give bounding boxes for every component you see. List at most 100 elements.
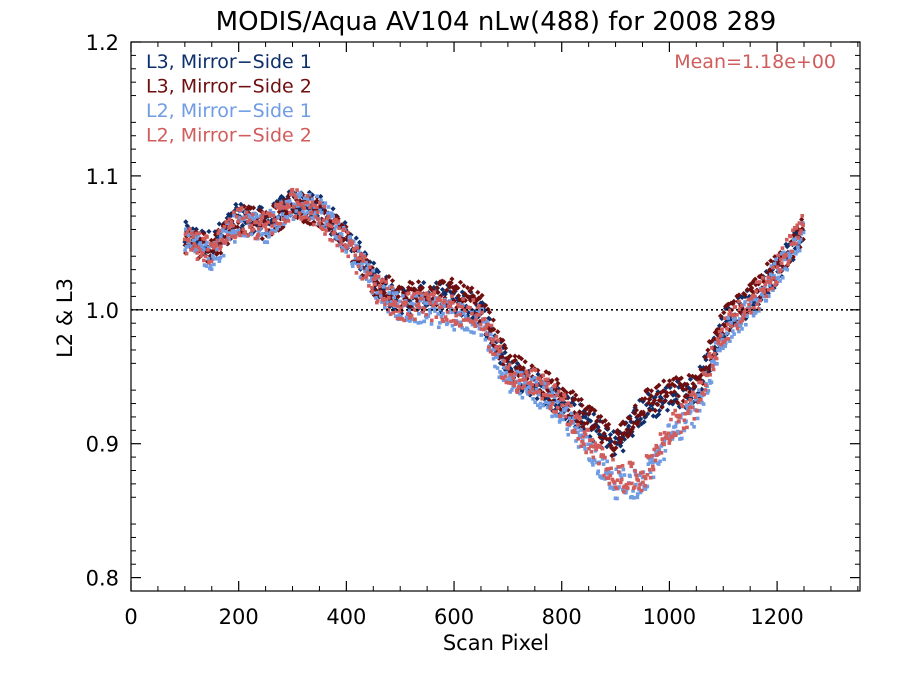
data-point bbox=[640, 470, 645, 475]
data-point bbox=[371, 260, 377, 266]
data-point bbox=[696, 394, 702, 400]
data-point bbox=[383, 297, 388, 302]
data-point bbox=[714, 356, 719, 361]
data-point bbox=[529, 377, 534, 382]
data-point bbox=[776, 267, 780, 272]
data-point bbox=[711, 336, 718, 343]
data-point bbox=[549, 404, 553, 409]
data-point bbox=[491, 326, 497, 333]
data-point bbox=[592, 407, 598, 414]
data-point bbox=[723, 318, 729, 325]
data-point bbox=[556, 386, 562, 392]
data-point bbox=[744, 287, 751, 293]
data-point bbox=[257, 229, 261, 233]
data-point bbox=[495, 366, 500, 370]
data-point bbox=[635, 492, 640, 496]
data-point bbox=[719, 314, 725, 321]
data-point bbox=[511, 358, 517, 365]
data-point bbox=[506, 366, 510, 371]
data-point bbox=[772, 261, 777, 266]
data-point bbox=[596, 469, 601, 474]
data-point bbox=[713, 340, 718, 345]
data-point bbox=[198, 248, 202, 253]
data-point bbox=[495, 355, 499, 359]
data-point bbox=[546, 370, 552, 376]
data-point bbox=[671, 389, 677, 395]
data-point bbox=[487, 316, 493, 322]
data-point bbox=[183, 219, 189, 225]
data-point bbox=[760, 288, 764, 293]
data-point bbox=[490, 317, 496, 323]
data-point bbox=[501, 342, 508, 348]
data-point bbox=[258, 205, 265, 211]
data-point bbox=[606, 469, 611, 474]
data-point bbox=[687, 376, 693, 382]
data-point bbox=[797, 248, 802, 253]
data-point bbox=[474, 297, 480, 304]
data-point bbox=[544, 385, 549, 389]
data-point bbox=[595, 471, 600, 476]
data-point bbox=[302, 216, 309, 222]
data-point bbox=[345, 230, 350, 235]
data-point bbox=[228, 231, 232, 235]
data-point bbox=[470, 322, 475, 327]
data-point bbox=[342, 220, 348, 226]
data-point bbox=[285, 206, 289, 210]
data-point bbox=[668, 438, 672, 442]
data-point bbox=[202, 258, 206, 263]
data-point bbox=[411, 286, 417, 292]
data-point bbox=[412, 302, 417, 307]
data-point bbox=[594, 460, 599, 465]
data-point bbox=[558, 417, 562, 421]
data-point bbox=[627, 416, 633, 422]
data-point bbox=[452, 327, 457, 332]
data-point bbox=[469, 330, 473, 334]
data-point bbox=[531, 391, 536, 396]
data-point bbox=[370, 289, 375, 294]
data-point bbox=[681, 412, 685, 416]
data-point bbox=[394, 291, 399, 295]
data-point bbox=[345, 246, 349, 250]
data-point bbox=[446, 304, 451, 309]
data-point bbox=[602, 473, 606, 478]
data-point bbox=[638, 416, 644, 422]
data-point bbox=[318, 208, 322, 213]
data-point bbox=[678, 437, 682, 441]
data-point bbox=[655, 401, 661, 408]
data-point bbox=[572, 396, 578, 402]
data-point bbox=[546, 381, 551, 386]
data-point bbox=[595, 414, 601, 420]
data-point bbox=[487, 336, 492, 341]
data-point bbox=[561, 397, 565, 402]
data-point bbox=[282, 208, 288, 214]
data-point bbox=[526, 381, 531, 385]
data-point bbox=[573, 415, 578, 420]
data-point bbox=[635, 418, 642, 425]
data-point bbox=[633, 469, 637, 473]
data-point bbox=[431, 300, 435, 304]
data-point bbox=[559, 397, 563, 401]
data-point bbox=[697, 380, 701, 385]
data-point bbox=[674, 378, 681, 384]
data-point bbox=[431, 295, 437, 301]
data-point bbox=[311, 216, 315, 221]
data-point bbox=[460, 304, 464, 309]
data-point bbox=[750, 289, 757, 296]
data-point bbox=[395, 293, 401, 300]
data-point bbox=[224, 220, 229, 224]
data-point bbox=[780, 275, 785, 280]
data-point bbox=[294, 192, 299, 197]
data-point bbox=[739, 303, 744, 308]
data-point bbox=[363, 269, 367, 274]
data-point bbox=[614, 429, 620, 435]
data-point bbox=[576, 445, 581, 449]
data-point bbox=[608, 473, 613, 478]
data-point bbox=[611, 487, 616, 491]
data-point bbox=[408, 319, 412, 323]
data-point bbox=[465, 327, 470, 332]
data-point bbox=[658, 390, 664, 396]
data-point bbox=[744, 322, 748, 327]
data-point bbox=[632, 410, 638, 416]
data-point bbox=[474, 317, 478, 322]
data-point bbox=[300, 202, 304, 207]
